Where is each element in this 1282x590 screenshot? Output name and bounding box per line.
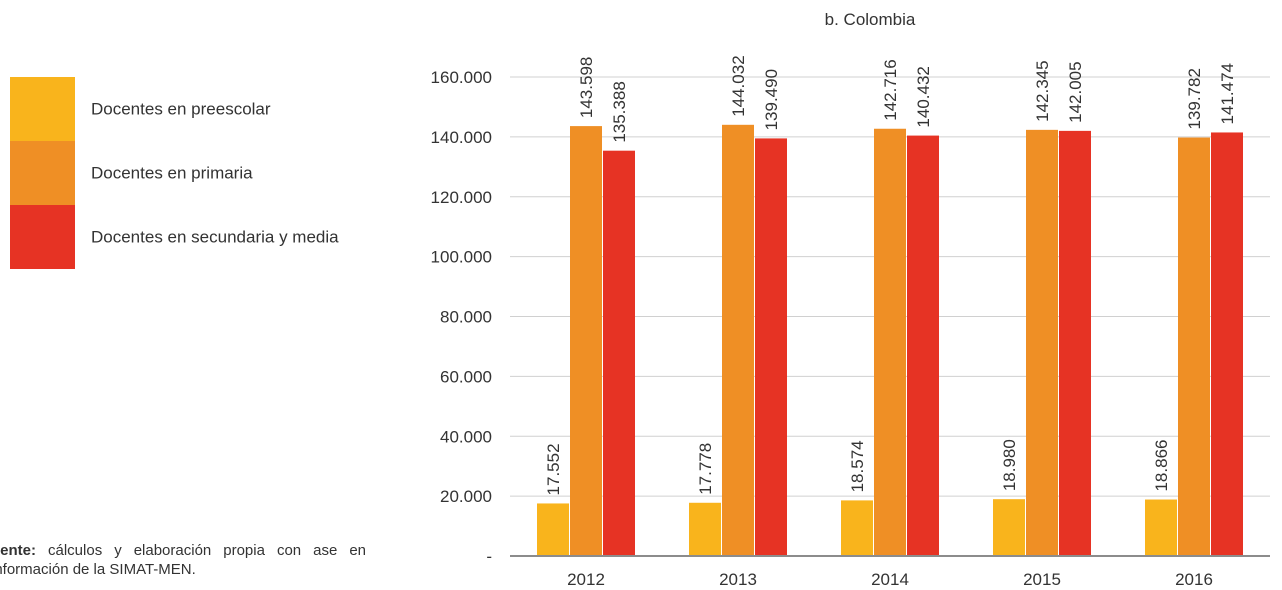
legend: Docentes en preescolar Docentes en prima… (10, 77, 350, 269)
bar (722, 125, 754, 556)
data-label: 17.552 (544, 443, 563, 495)
data-label: 17.778 (696, 443, 715, 495)
bar (1026, 130, 1058, 556)
y-tick-label: - (486, 547, 492, 566)
data-label: 143.598 (577, 57, 596, 118)
data-label: 142.345 (1033, 60, 1052, 121)
legend-item-primaria: Docentes en primaria (10, 141, 350, 205)
y-tick-label: 40.000 (440, 427, 492, 446)
x-tick-label: 2016 (1175, 570, 1213, 589)
bar (1145, 500, 1177, 556)
bar (1059, 131, 1091, 556)
data-label: 135.388 (610, 81, 629, 142)
y-tick-label: 20.000 (440, 487, 492, 506)
bar (874, 129, 906, 556)
data-label: 142.005 (1066, 61, 1085, 122)
data-label: 144.032 (729, 55, 748, 116)
bar (993, 499, 1025, 556)
data-label: 18.574 (848, 440, 867, 492)
bar (755, 138, 787, 556)
legend-item-secundaria: Docentes en secundaria y media (10, 205, 350, 269)
data-label: 141.474 (1218, 63, 1237, 124)
x-tick-label: 2013 (719, 570, 757, 589)
legend-swatch-preescolar (10, 77, 75, 141)
source-text: cálculos y elaboración propia con ase en… (0, 542, 366, 578)
x-tick-label: 2014 (871, 570, 909, 589)
bar (603, 151, 635, 556)
bar (841, 500, 873, 556)
y-tick-label: 120.000 (431, 188, 492, 207)
legend-label-secundaria: Docentes en secundaria y media (91, 227, 341, 248)
bar (1211, 132, 1243, 556)
y-tick-label: 160.000 (431, 68, 492, 87)
bar (1178, 138, 1210, 556)
bar (537, 503, 569, 556)
x-tick-label: 2015 (1023, 570, 1061, 589)
bar (570, 126, 602, 556)
x-tick-label: 2012 (567, 570, 605, 589)
bar (689, 503, 721, 556)
legend-swatch-secundaria (10, 205, 75, 269)
source-note: uente: cálculos y elaboración propia con… (0, 541, 366, 579)
source-label: uente: (0, 542, 36, 559)
y-tick-label: 140.000 (431, 128, 492, 147)
data-label: 142.716 (881, 59, 900, 120)
legend-item-preescolar: Docentes en preescolar (10, 77, 350, 141)
legend-label-primaria: Docentes en primaria (91, 163, 341, 184)
y-tick-label: 80.000 (440, 308, 492, 327)
data-label: 139.782 (1185, 68, 1204, 129)
legend-label-preescolar: Docentes en preescolar (91, 99, 341, 120)
data-label: 18.866 (1152, 440, 1171, 492)
data-label: 18.980 (1000, 439, 1019, 491)
data-label: 139.490 (762, 69, 781, 130)
chart-title: b. Colombia (825, 10, 916, 29)
y-tick-label: 60.000 (440, 367, 492, 386)
y-tick-label: 100.000 (431, 248, 492, 267)
legend-swatch-primaria (10, 141, 75, 205)
data-label: 140.432 (914, 66, 933, 127)
bar (907, 136, 939, 556)
